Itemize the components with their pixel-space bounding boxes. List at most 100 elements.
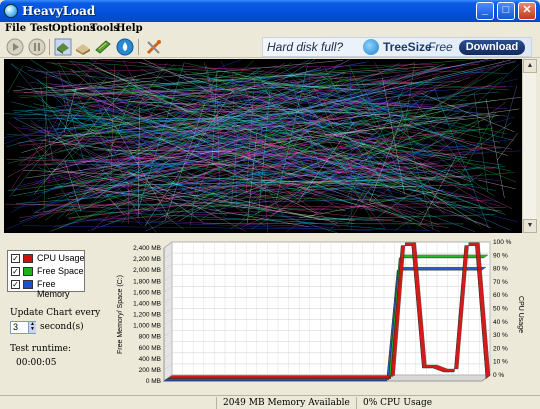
ad-brand: TreeSize [383, 40, 432, 54]
right-tick-label: 30 % [493, 332, 508, 339]
graphics-noise-line [78, 83, 258, 96]
graphics-noise-line [90, 91, 227, 220]
graphics-noise-line [73, 110, 407, 153]
graphics-noise-line [46, 62, 92, 66]
minimize-button[interactable]: _ [476, 2, 494, 20]
settings-tools-icon[interactable] [145, 38, 163, 56]
right-tick-label: 80 % [493, 266, 508, 273]
graphics-stress-canvas [4, 59, 522, 233]
graphics-noise-line [417, 131, 448, 148]
graphics-noise-line [170, 158, 263, 200]
graphics-noise-line [29, 82, 269, 102]
graphics-noise-line [34, 176, 373, 214]
vertical-scrollbar[interactable]: ▲ ▼ [522, 59, 537, 233]
graphics-noise-line [403, 61, 416, 131]
graphics-noise-line [91, 64, 217, 127]
graphics-noise-line [68, 104, 469, 198]
graphics-noise-line [65, 183, 94, 218]
cpu-usage-label: CPU Usage [37, 253, 85, 263]
memory-load-icon[interactable] [94, 38, 112, 56]
cpu-load-icon[interactable] [54, 38, 72, 56]
graphics-noise-line [262, 148, 402, 175]
graphics-noise-line [11, 59, 97, 190]
pause-icon[interactable] [28, 38, 46, 56]
disk-load-icon[interactable] [74, 38, 92, 56]
free-memory-checkbox[interactable]: ✓ [11, 280, 20, 289]
graphics-noise-line [13, 91, 263, 98]
graphics-noise-line [78, 101, 476, 191]
left-tick-label: 1,200 MB [133, 312, 161, 319]
graphics-noise-line [53, 158, 455, 227]
graphics-noise-line [430, 128, 484, 133]
graphics-noise-line [50, 63, 439, 73]
graphics-noise-line [240, 77, 471, 156]
gridline [163, 252, 173, 260]
graphics-noise-line [501, 85, 518, 138]
gridline [163, 286, 173, 293]
graphics-noise-line [258, 89, 271, 213]
graphics-noise-line [104, 171, 268, 196]
graphics-noise-line [143, 59, 403, 186]
graphics-noise-line [48, 119, 84, 176]
graphics-noise-line [108, 192, 310, 223]
graphics-noise-line [113, 116, 318, 214]
free-space-checkbox[interactable]: ✓ [11, 267, 20, 276]
graphics-noise-line [421, 192, 445, 214]
graphics-noise-line [248, 138, 420, 188]
scroll-down-icon[interactable]: ▼ [523, 219, 537, 233]
graphics-noise-line [32, 144, 82, 220]
graphics-noise-line [302, 184, 474, 191]
graphics-noise-line [34, 73, 375, 213]
play-icon[interactable] [6, 38, 24, 56]
graphics-noise-line [261, 181, 412, 219]
graphics-noise-line [294, 86, 353, 144]
menu-file[interactable]: File [5, 23, 27, 34]
graphics-noise-line [15, 192, 164, 204]
graphics-noise-line [63, 87, 77, 133]
spinner-arrows-icon[interactable]: ▲ ▼ [28, 322, 36, 333]
left-tick-label: 2,000 MB [133, 267, 161, 274]
download-button[interactable]: Download [459, 40, 525, 55]
treesize-ad-banner[interactable]: Hard disk full? TreeSize Free Download [262, 37, 532, 57]
gridline [163, 263, 173, 271]
menu-help[interactable]: Help [116, 23, 143, 34]
right-tick-label: 0 % [493, 372, 504, 379]
menu-tools[interactable]: Tools [90, 23, 120, 34]
graphics-noise-line [477, 179, 516, 190]
gridline [163, 297, 173, 304]
free-memory-label: Free Memory [37, 279, 70, 299]
graphics-noise-line [75, 143, 217, 218]
graphics-noise-line [180, 63, 480, 95]
water-drop-icon[interactable] [116, 38, 134, 56]
graphics-noise-line [74, 70, 264, 136]
cpu-usage-checkbox[interactable]: ✓ [11, 254, 20, 263]
scroll-up-icon[interactable]: ▲ [523, 59, 537, 73]
graphics-noise-line [6, 159, 403, 170]
toolbar-separator [138, 39, 139, 55]
graphics-noise-line [473, 93, 489, 192]
graphics-noise-line [239, 90, 446, 182]
gridline [163, 330, 173, 337]
graphics-noise-line [405, 152, 460, 174]
menu-options[interactable]: Options [52, 23, 96, 34]
graphics-noise-line [63, 97, 66, 106]
status-memory: 2049 MB Memory Available [216, 397, 356, 409]
graphics-noise-line [312, 126, 472, 182]
free-memory-swatch [23, 280, 33, 289]
graphics-noise-line [65, 69, 167, 93]
menu-test[interactable]: Test [30, 23, 53, 34]
graphics-noise-line [68, 219, 373, 231]
close-button[interactable]: ✕ [518, 2, 536, 20]
graphics-noise-line [6, 105, 161, 147]
graphics-noise-line [236, 106, 334, 147]
ad-headline: Hard disk full? [267, 40, 344, 54]
right-tick-label: 40 % [493, 319, 508, 326]
graphics-noise-line [290, 221, 386, 230]
graphics-noise-line [50, 62, 450, 200]
graphics-noise-line [119, 156, 444, 181]
maximize-button[interactable]: □ [497, 2, 515, 20]
graphics-noise-line [176, 117, 503, 166]
left-tick-label: 400 MB [139, 356, 161, 363]
graphics-noise-line [76, 159, 122, 163]
graphics-noise-line [51, 141, 136, 146]
